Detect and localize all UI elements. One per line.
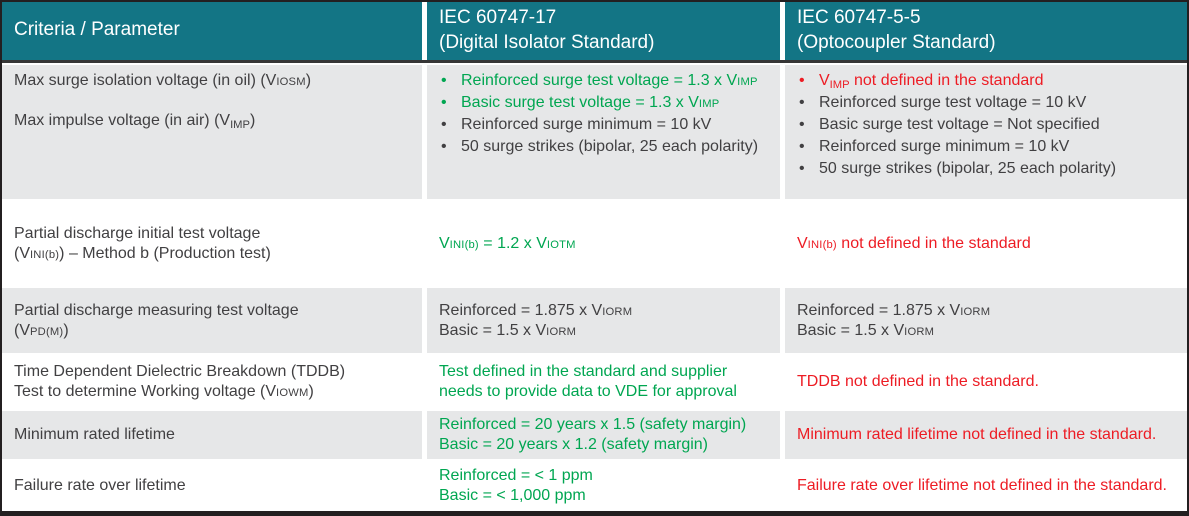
header-cell-iec-60747-5-5: IEC 60747-5-5 (Optocoupler Standard)	[785, 2, 1187, 60]
cell-parameter: Partial discharge measuring test voltage…	[2, 288, 427, 353]
bullet-item-text: Basic surge test voltage = Not specified	[819, 116, 1100, 133]
cell-parameter: Minimum rated lifetime	[2, 411, 427, 459]
header-criteria-label: Criteria / Parameter	[14, 19, 180, 41]
parameter-line	[14, 91, 410, 111]
header-iec-60747-5-5-subtitle: (Optocoupler Standard)	[797, 32, 996, 53]
bullet-item-text: Reinforced surge minimum = 10 kV	[819, 138, 1070, 155]
cell-parameter: Time Dependent Dielectric Breakdown (TDD…	[2, 355, 427, 409]
bullet-icon: •	[441, 94, 447, 111]
bullet-item: • 50 surge strikes (bipolar, 25 each pola…	[797, 159, 1175, 179]
bullet-item-text: VIMP not defined in the standard	[819, 72, 1044, 92]
bullet-item: • Reinforced surge test voltage = 1.3 x V…	[439, 71, 768, 91]
value-line: TDDB not defined in the standard.	[797, 373, 1039, 390]
parameter-line: Test to determine Working voltage (VIOWM…	[14, 383, 314, 400]
bullet-item: • 50 surge strikes (bipolar, 25 each pola…	[439, 137, 768, 157]
bullet-icon: •	[799, 72, 805, 89]
header-iec-60747-17-subtitle: (Digital Isolator Standard)	[439, 32, 655, 53]
bullet-icon: •	[441, 72, 447, 89]
bullet-item-text: Reinforced surge test voltage = 1.3 x VI…	[461, 72, 758, 89]
value-line: Test defined in the standard and supplie…	[439, 363, 737, 400]
bullet-icon: •	[799, 116, 805, 133]
bullet-item-text: Reinforced surge minimum = 10 kV	[461, 116, 712, 133]
parameter-line: (VPD(M))	[14, 321, 69, 339]
bullet-icon: •	[799, 138, 805, 155]
cell-iec-60747-17: • Reinforced surge test voltage = 1.3 x V…	[427, 65, 785, 199]
bullet-item-text: 50 surge strikes (bipolar, 25 each polar…	[819, 160, 1117, 177]
cell-parameter: Max surge isolation voltage (in oil) (VI…	[2, 65, 427, 199]
bullet-icon: •	[799, 160, 805, 177]
cell-iec-60747-17: VINI(b) = 1.2 x VIOTM	[427, 201, 785, 286]
value-line: Reinforced = 20 years x 1.5 (safety marg…	[439, 416, 747, 433]
value-line: Failure rate over lifetime not defined i…	[797, 477, 1167, 494]
cell-iec-60747-5-5: VINI(b) not defined in the standard	[785, 201, 1187, 286]
bullet-item-text: 50 surge strikes (bipolar, 25 each polar…	[461, 138, 759, 155]
table-row: Failure rate over lifetime Reinforced = <…	[2, 459, 1187, 511]
bullet-icon: •	[441, 138, 447, 155]
bullet-item: • Reinforced surge minimum = 10 kV	[439, 115, 768, 135]
cell-iec-60747-17: Reinforced = < 1 ppm Basic = < 1,000 ppm	[427, 461, 785, 511]
value-line: Reinforced = < 1 ppm	[439, 467, 593, 484]
header-iec-60747-17-title: IEC 60747-17	[439, 6, 557, 28]
parameter-line: (VINI(b)) – Method b (Production test)	[14, 244, 271, 262]
value-line: Reinforced = 1.875 x VIORM	[439, 301, 633, 319]
cell-parameter: Partial discharge initial test voltage (V…	[2, 201, 427, 286]
cell-iec-60747-5-5: Minimum rated lifetime not defined in th…	[785, 411, 1187, 459]
table-header-row: Criteria / Parameter IEC 60747-17 (Digit…	[2, 2, 1187, 63]
header-iec-60747-5-5-title: IEC 60747-5-5	[797, 6, 921, 28]
table-row: Time Dependent Dielectric Breakdown (TDD…	[2, 353, 1187, 409]
parameter-line: Partial discharge initial test voltage	[14, 224, 261, 242]
parameter-line: Failure rate over lifetime	[14, 477, 186, 494]
table-row: Partial discharge initial test voltage (V…	[2, 199, 1187, 286]
bullet-item: • VIMP not defined in the standard	[797, 71, 1175, 91]
table-body: Max surge isolation voltage (in oil) (VI…	[2, 63, 1187, 511]
value-line: Minimum rated lifetime not defined in th…	[797, 426, 1157, 443]
value-line: Reinforced = 1.875 x VIORM	[797, 301, 991, 319]
value-line: Basic = 20 years x 1.2 (safety margin)	[439, 436, 708, 453]
bullet-item-text: Reinforced surge test voltage = 10 kV	[819, 94, 1087, 111]
cell-iec-60747-17: Reinforced = 20 years x 1.5 (safety marg…	[427, 411, 785, 459]
parameter-line: Max impulse voltage (in air) (VIMP)	[14, 112, 256, 132]
value-line: Basic = 1.5 x VIORM	[797, 321, 935, 339]
cell-iec-60747-17: Test defined in the standard and supplie…	[427, 355, 785, 409]
cell-iec-60747-5-5: Failure rate over lifetime not defined i…	[785, 461, 1187, 511]
bullet-item-text: Basic surge test voltage = 1.3 x VIMP	[461, 94, 720, 111]
table-row: Max surge isolation voltage (in oil) (VI…	[2, 63, 1187, 199]
header-cell-iec-60747-17: IEC 60747-17 (Digital Isolator Standard)	[427, 2, 785, 60]
bullet-item: • Basic surge test voltage = Not specifie…	[797, 115, 1175, 135]
parameter-line: Minimum rated lifetime	[14, 426, 175, 443]
value-line: Basic = 1.5 x VIORM	[439, 321, 577, 339]
cell-iec-60747-5-5: • VIMP not defined in the standard • Reinfo…	[785, 65, 1187, 199]
parameter-line: Time Dependent Dielectric Breakdown (TDD…	[14, 363, 346, 380]
cell-iec-60747-17: Reinforced = 1.875 x VIORM Basic = 1.5 x …	[427, 288, 785, 353]
bullet-icon: •	[441, 116, 447, 133]
cell-iec-60747-5-5: TDDB not defined in the standard.	[785, 355, 1187, 409]
value-line: Basic = < 1,000 ppm	[439, 487, 586, 504]
value-line: VINI(b) = 1.2 x VIOTM	[439, 234, 576, 252]
value-line: VINI(b) not defined in the standard	[797, 234, 1031, 252]
cell-parameter: Failure rate over lifetime	[2, 461, 427, 511]
bullet-item: • Reinforced surge minimum = 10 kV	[797, 137, 1175, 157]
header-cell-criteria: Criteria / Parameter	[2, 2, 427, 60]
bullet-icon: •	[799, 94, 805, 111]
table-row: Minimum rated lifetime Reinforced = 20 ye…	[2, 409, 1187, 459]
bullet-item: • Reinforced surge test voltage = 10 kV	[797, 93, 1175, 113]
bullet-item: • Basic surge test voltage = 1.3 x VIMP	[439, 93, 768, 113]
parameter-line: Partial discharge measuring test voltage	[14, 301, 299, 319]
table-row: Partial discharge measuring test voltage…	[2, 286, 1187, 353]
cell-iec-60747-5-5: Reinforced = 1.875 x VIORM Basic = 1.5 x …	[785, 288, 1187, 353]
parameter-line: Max surge isolation voltage (in oil) (VI…	[14, 72, 312, 89]
